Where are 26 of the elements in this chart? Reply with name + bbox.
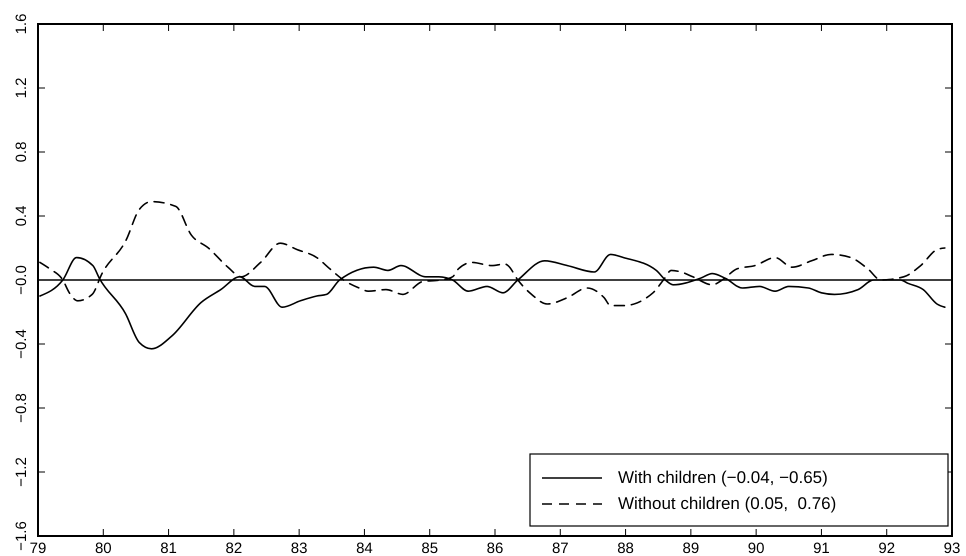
x-tick-label: 90 (748, 540, 764, 556)
x-tick-label: 87 (552, 540, 569, 556)
x-tick-label: 85 (421, 540, 438, 556)
y-tick-label: −1.6 (13, 521, 30, 551)
x-tick-label: 79 (30, 540, 46, 556)
legend-label: Without children (0.05, 0.76) (618, 494, 836, 513)
x-tick-label: 86 (486, 540, 504, 556)
x-tick-label: 88 (617, 540, 634, 556)
x-tick-label: 81 (160, 540, 177, 556)
x-tick-label: 93 (944, 540, 960, 556)
x-tick-label: 89 (682, 540, 700, 556)
x-tick-label: 80 (94, 540, 112, 556)
x-tick-label: 82 (226, 540, 242, 556)
x-tick-label: 92 (878, 540, 896, 556)
y-tick-label: 0.4 (13, 206, 30, 226)
y-tick-label: 1.6 (13, 14, 30, 34)
y-tick-label: −1.2 (13, 457, 30, 487)
legend-label: With children (−0.04, −0.65) (618, 468, 828, 487)
y-tick-label: −0.0 (13, 265, 30, 295)
y-tick-label: −0.8 (13, 393, 30, 423)
y-tick-label: 0.8 (13, 142, 30, 162)
x-tick-label: 91 (813, 540, 830, 556)
y-tick-label: 1.2 (13, 78, 30, 98)
x-tick-label: 83 (290, 540, 308, 556)
x-tick-label: 84 (356, 540, 373, 556)
y-tick-label: −0.4 (13, 329, 30, 359)
